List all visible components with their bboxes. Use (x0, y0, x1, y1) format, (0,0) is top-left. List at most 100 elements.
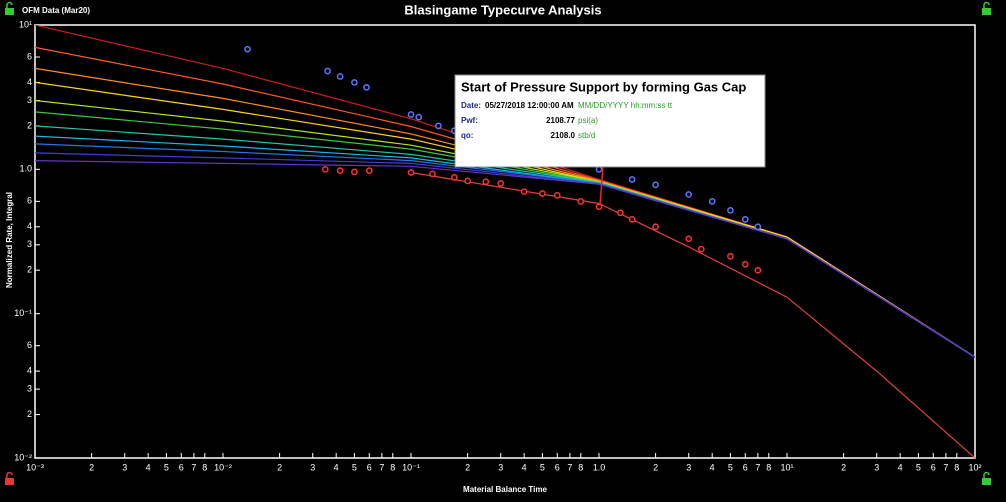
annotation-title: Start of Pressure Support by forming Gas… (461, 79, 746, 94)
x-tick-label: 3 (498, 462, 503, 472)
x-tick-label: 6 (743, 462, 748, 472)
x-tick-label: 10¹ (780, 462, 793, 472)
x-tick-label: 2 (89, 462, 94, 472)
data-point (321, 165, 329, 173)
data-point (336, 167, 344, 174)
x-tick-label: 5 (540, 462, 545, 472)
data-point (685, 191, 693, 198)
x-tick-label: 8 (766, 462, 771, 472)
annotation-unit: stb/d (578, 131, 595, 140)
data-point (595, 165, 603, 173)
data-point (617, 209, 624, 217)
annotation-box (454, 74, 766, 168)
data-point (685, 235, 693, 243)
x-tick-label: 7 (379, 462, 384, 472)
y-tick-label: 2 (27, 409, 32, 419)
data-point (708, 198, 716, 205)
data-point (351, 168, 358, 176)
x-tick-label: 4 (898, 462, 903, 472)
lock-icon[interactable] (982, 1, 991, 16)
type-curve (410, 171, 975, 458)
x-tick-label: 10⁻¹ (402, 462, 420, 472)
annotation-key: Pwf: (461, 116, 478, 125)
data-point (727, 206, 734, 214)
data-point (429, 170, 436, 178)
data-point (727, 252, 734, 260)
x-tick-label: 7 (191, 462, 196, 472)
y-tick-label: 10⁻¹ (14, 308, 32, 318)
data-point (741, 216, 749, 223)
y-tick-label: 10⁻² (14, 452, 32, 462)
x-tick-label: 3 (122, 462, 127, 472)
x-tick-label: 5 (728, 462, 733, 472)
x-tick-label: 2 (277, 462, 282, 472)
x-tick-label: 4 (522, 462, 527, 472)
x-tick-label: 7 (943, 462, 948, 472)
y-tick-label: 3 (27, 239, 32, 249)
y-tick-label: 1.0 (19, 164, 32, 174)
x-tick-label: 5 (164, 462, 169, 472)
data-point (415, 113, 423, 121)
lock-icon[interactable] (982, 471, 991, 486)
x-axis-label: Material Balance Time (463, 485, 547, 494)
data-point (741, 260, 749, 268)
data-point (595, 203, 603, 211)
data-source: OFM Data (Mar20) (22, 6, 90, 15)
y-tick-label: 6 (27, 51, 32, 61)
y-axis-label: Normalized Rate, Integral (5, 192, 14, 288)
y-tick-label: 10¹ (19, 19, 32, 29)
chart-title: Blasingame Typecurve Analysis (404, 2, 601, 17)
x-tick-label: 6 (179, 462, 184, 472)
x-tick-label: 3 (310, 462, 315, 472)
annotation-value: 2108.0 (551, 131, 576, 140)
data-point (497, 179, 505, 187)
x-tick-label: 8 (202, 462, 207, 472)
data-point (754, 266, 762, 274)
lock-icon[interactable] (5, 1, 14, 16)
plot-frame (34, 24, 976, 459)
x-tick-label: 6 (555, 462, 560, 472)
y-tick-label: 3 (27, 384, 32, 394)
annotation-value: 2108.77 (546, 116, 575, 125)
x-tick-label: 10⁻² (214, 462, 232, 472)
data-point (464, 177, 471, 185)
data-point (324, 67, 331, 75)
x-tick-label: 6 (367, 462, 372, 472)
data-point (482, 178, 490, 186)
data-point (628, 176, 636, 183)
data-point (652, 223, 659, 231)
type-curve (35, 160, 975, 358)
data-point (365, 167, 373, 174)
annotation-unit: psi(a) (578, 116, 598, 125)
data-point (363, 83, 370, 91)
annotation-key: Date: (461, 101, 481, 110)
lock-icon[interactable] (5, 471, 14, 486)
annotation: Start of Pressure Support by forming Gas… (454, 74, 766, 168)
data-point (754, 223, 762, 231)
x-tick-label: 7 (567, 462, 572, 472)
x-tick-label: 4 (146, 462, 151, 472)
y-tick-label: 2 (27, 265, 32, 275)
data-point (244, 45, 251, 53)
x-tick-label: 4 (710, 462, 715, 472)
data-point (553, 192, 561, 199)
data-point (652, 181, 659, 189)
data-point (628, 216, 636, 223)
data-point (435, 122, 442, 130)
annotation-unit: MM/DD/YYYY hh:mm:ss tt (578, 101, 673, 110)
x-tick-label: 8 (390, 462, 395, 472)
y-tick-label: 4 (27, 365, 32, 375)
data-point (407, 169, 415, 176)
x-tick-label: 10⁻³ (26, 462, 44, 472)
x-tick-label: 3 (686, 462, 691, 472)
annotation-key: qo: (461, 131, 473, 140)
y-tick-label: 4 (27, 77, 32, 87)
y-tick-label: 6 (27, 196, 32, 206)
y-tick-label: 4 (27, 221, 32, 231)
data-point (697, 245, 705, 253)
data-point (407, 111, 415, 118)
x-tick-label: 8 (954, 462, 959, 472)
x-tick-label: 5 (352, 462, 357, 472)
annotation-value: 05/27/2018 12:00:00 AM (485, 101, 574, 110)
